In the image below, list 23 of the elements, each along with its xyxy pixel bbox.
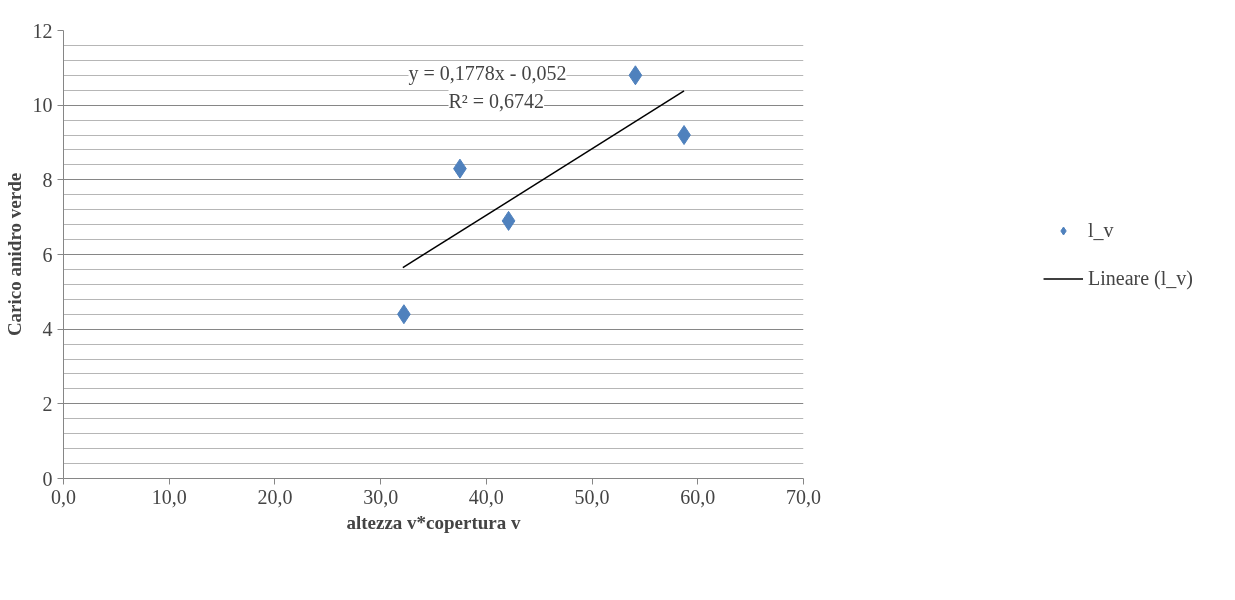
x-axis-title: altezza v*copertura v — [346, 511, 522, 533]
legend-label: l_v — [1088, 218, 1114, 242]
x-tick-label: 60,0 — [680, 485, 716, 508]
x-tick-label: 40,0 — [468, 485, 504, 508]
annotation: R² = 0,6742 — [448, 89, 545, 112]
y-tick-label: 4 — [42, 318, 53, 341]
x-tick-label: 30,0 — [363, 485, 399, 508]
y-axis-title: Carico anidro verde — [3, 172, 25, 337]
annotation: y = 0,1778x - 0,052 — [408, 61, 567, 85]
legend-label: Lineare (l_v) — [1088, 266, 1193, 290]
point — [501, 210, 516, 231]
x-tick-label: 10,0 — [151, 485, 187, 508]
x-tick-label: 50,0 — [574, 485, 610, 508]
y-tick-label: 6 — [42, 243, 53, 266]
x-tick-label: 70,0 — [786, 485, 821, 508]
x-tick-label: 0,0 — [51, 485, 76, 508]
y-tick-label: 8 — [42, 168, 53, 191]
x-tick-label: 20,0 — [257, 485, 293, 508]
y-tick-label: 10 — [32, 94, 53, 117]
point — [628, 65, 643, 86]
y-tick-label: 2 — [42, 392, 53, 415]
y-tick-label: 12 — [32, 19, 53, 42]
y-tick-label: 0 — [42, 467, 53, 490]
